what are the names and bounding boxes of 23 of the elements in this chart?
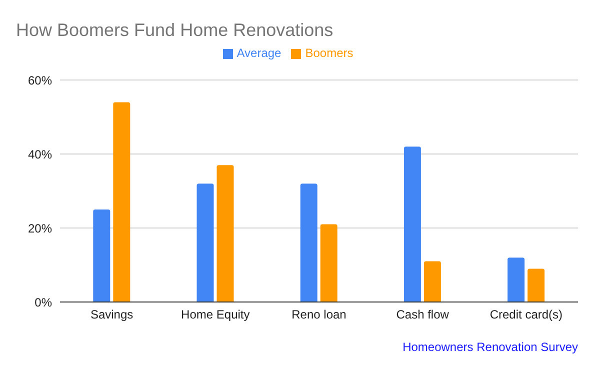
bar: [528, 268, 545, 302]
bar: [113, 102, 130, 302]
chart-title: How Boomers Fund Home Renovations: [16, 20, 334, 41]
legend-label: Average: [236, 46, 282, 60]
y-tick-label: 40%: [28, 147, 52, 162]
y-tick-label: 0%: [34, 295, 52, 310]
bar: [320, 224, 338, 302]
x-tick-label: Credit card(s): [490, 308, 563, 322]
y-tick-label: 20%: [28, 221, 52, 236]
x-tick-label: Reno loan: [292, 308, 346, 322]
text: Homeowners Renovation Survey: [402, 340, 578, 354]
y-tick-label: 60%: [28, 73, 52, 88]
bar: [508, 258, 525, 302]
legend-label: Boomers: [305, 46, 354, 60]
bar: [404, 146, 421, 302]
x-tick-label: Savings: [90, 308, 134, 322]
bar: [93, 210, 110, 302]
bar: [196, 184, 214, 302]
bar: [300, 184, 318, 302]
x-tick-label: Home Equity: [181, 308, 250, 322]
x-tick-label: Cash flow: [396, 308, 450, 322]
bar: [424, 261, 441, 302]
bar: [216, 165, 234, 302]
